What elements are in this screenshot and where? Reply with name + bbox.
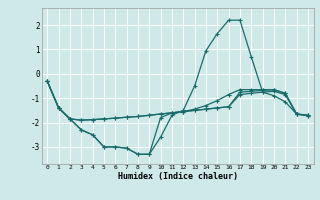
X-axis label: Humidex (Indice chaleur): Humidex (Indice chaleur): [118, 172, 237, 181]
